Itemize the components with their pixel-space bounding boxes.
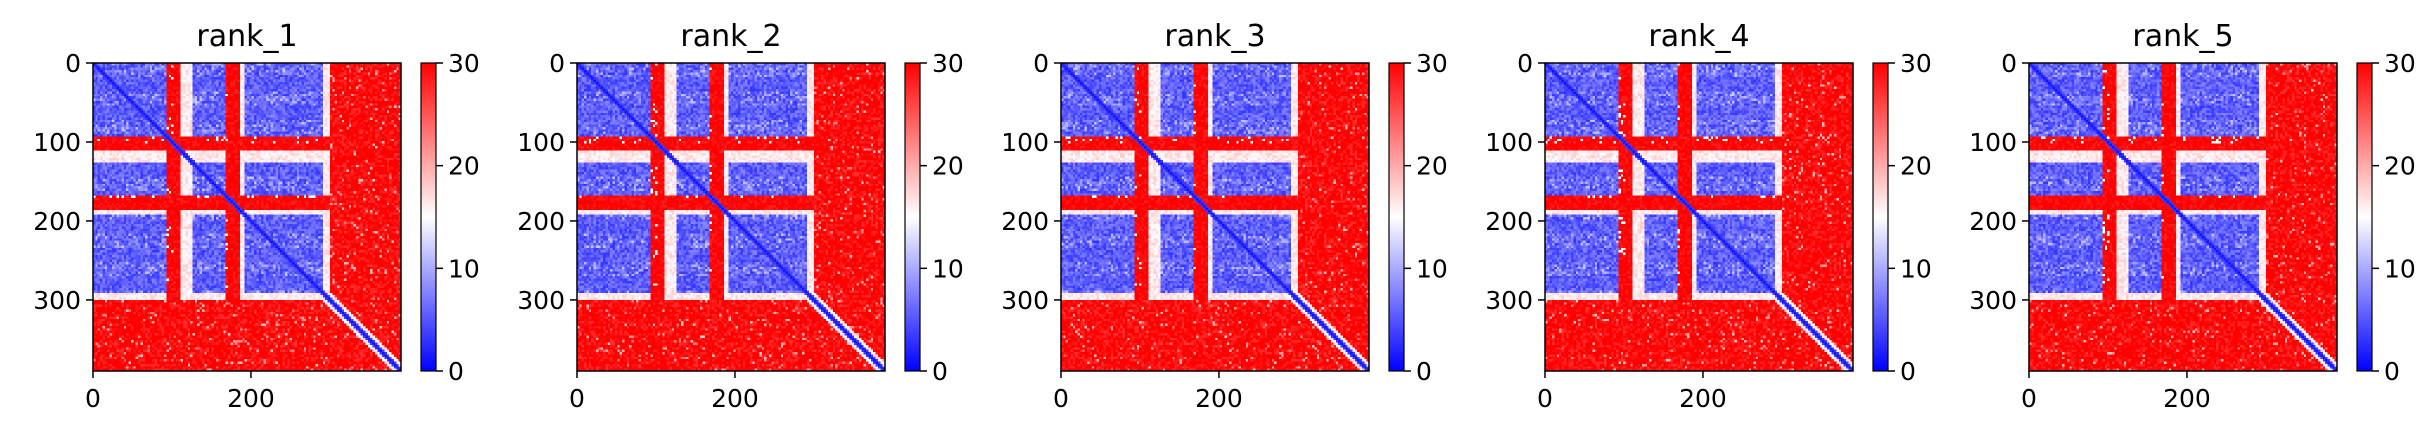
y-tick-label: 200 bbox=[1485, 207, 1533, 236]
y-tick-label: 100 bbox=[1001, 128, 1049, 157]
heatmap-image bbox=[93, 63, 401, 371]
y-tick-label: 300 bbox=[1001, 286, 1049, 315]
heatmap-image bbox=[1545, 63, 1853, 371]
colorbar bbox=[1872, 62, 1889, 372]
colorbar-tick-label: 10 bbox=[932, 254, 964, 283]
y-tick-label: 300 bbox=[1969, 286, 2017, 315]
y-tick-label: 0 bbox=[549, 49, 565, 78]
colorbar-tick-label: 30 bbox=[932, 49, 964, 78]
colorbar-tick-label: 10 bbox=[1416, 254, 1448, 283]
colorbar-tick-label: 10 bbox=[2384, 254, 2416, 283]
axes-frame bbox=[576, 62, 886, 372]
panel-title: rank_5 bbox=[2132, 19, 2233, 54]
colorbar-tick-label: 0 bbox=[1900, 357, 1916, 386]
axes-frame bbox=[2028, 62, 2338, 372]
axes-frame bbox=[92, 62, 402, 372]
y-tick-label: 100 bbox=[1969, 128, 2017, 157]
heatmap-panel: rank_2 0 100 200 300 0 200 0 10 20 30 bbox=[517, 19, 964, 413]
colorbar-tick-label: 10 bbox=[1900, 254, 1932, 283]
colorbar bbox=[420, 62, 437, 372]
x-tick-label: 200 bbox=[227, 384, 275, 413]
colorbar-tick-label: 20 bbox=[1900, 152, 1932, 181]
colorbar bbox=[904, 62, 921, 372]
y-tick-label: 200 bbox=[517, 207, 565, 236]
heatmap-image bbox=[1061, 63, 1369, 371]
panel-title: rank_3 bbox=[1164, 19, 1265, 54]
y-tick-label: 100 bbox=[517, 128, 565, 157]
y-tick-label: 0 bbox=[2001, 49, 2017, 78]
panel-title: rank_1 bbox=[196, 19, 297, 54]
y-tick-label: 300 bbox=[517, 286, 565, 315]
axes-frame bbox=[1060, 62, 1370, 372]
x-tick-label: 0 bbox=[1053, 384, 1069, 413]
colorbar-tick-label: 20 bbox=[2384, 152, 2416, 181]
x-tick-label: 0 bbox=[1537, 384, 1553, 413]
y-tick-label: 0 bbox=[65, 49, 81, 78]
y-tick-label: 300 bbox=[1485, 286, 1533, 315]
colorbar-tick-label: 30 bbox=[1900, 49, 1932, 78]
y-tick-label: 100 bbox=[33, 128, 81, 157]
axes-frame bbox=[1544, 62, 1854, 372]
colorbar-tick-label: 0 bbox=[2384, 357, 2400, 386]
y-tick-label: 0 bbox=[1517, 49, 1533, 78]
heatmap-panel: rank_3 0 100 200 300 0 200 0 10 20 30 bbox=[1001, 19, 1448, 413]
x-tick-label: 200 bbox=[2163, 384, 2211, 413]
colorbar-tick-label: 30 bbox=[2384, 49, 2416, 78]
colorbar-tick-label: 0 bbox=[932, 357, 948, 386]
y-tick-label: 200 bbox=[1969, 207, 2017, 236]
colorbar bbox=[2356, 62, 2373, 372]
colorbar-tick-label: 30 bbox=[1416, 49, 1448, 78]
x-tick-label: 200 bbox=[1679, 384, 1727, 413]
colorbar bbox=[1388, 62, 1405, 372]
x-tick-label: 0 bbox=[85, 384, 101, 413]
heatmap-image bbox=[577, 63, 885, 371]
y-tick-label: 200 bbox=[33, 207, 81, 236]
colorbar-tick-label: 20 bbox=[932, 152, 964, 181]
y-tick-label: 100 bbox=[1485, 128, 1533, 157]
colorbar-tick-label: 30 bbox=[448, 49, 480, 78]
x-tick-label: 0 bbox=[2021, 384, 2037, 413]
heatmap-panel: rank_4 0 100 200 300 0 200 0 10 20 30 bbox=[1485, 19, 1932, 413]
heatmap-image bbox=[2029, 63, 2337, 371]
panel-title: rank_4 bbox=[1648, 19, 1749, 54]
colorbar-tick-label: 20 bbox=[1416, 152, 1448, 181]
colorbar-tick-label: 20 bbox=[448, 152, 480, 181]
panel-title: rank_2 bbox=[680, 19, 781, 54]
colorbar-tick-label: 0 bbox=[1416, 357, 1432, 386]
colorbar-tick-label: 0 bbox=[448, 357, 464, 386]
colorbar-tick-label: 10 bbox=[448, 254, 480, 283]
y-tick-label: 300 bbox=[33, 286, 81, 315]
x-tick-label: 200 bbox=[711, 384, 759, 413]
y-tick-label: 200 bbox=[1001, 207, 1049, 236]
x-tick-label: 200 bbox=[1195, 384, 1243, 413]
x-tick-label: 0 bbox=[569, 384, 585, 413]
heatmap-panel: rank_1 0 100 200 300 0 200 0 10 20 30 bbox=[33, 19, 480, 413]
y-tick-label: 0 bbox=[1033, 49, 1049, 78]
heatmap-panel: rank_5 0 100 200 300 0 200 0 10 20 30 bbox=[1969, 19, 2416, 413]
